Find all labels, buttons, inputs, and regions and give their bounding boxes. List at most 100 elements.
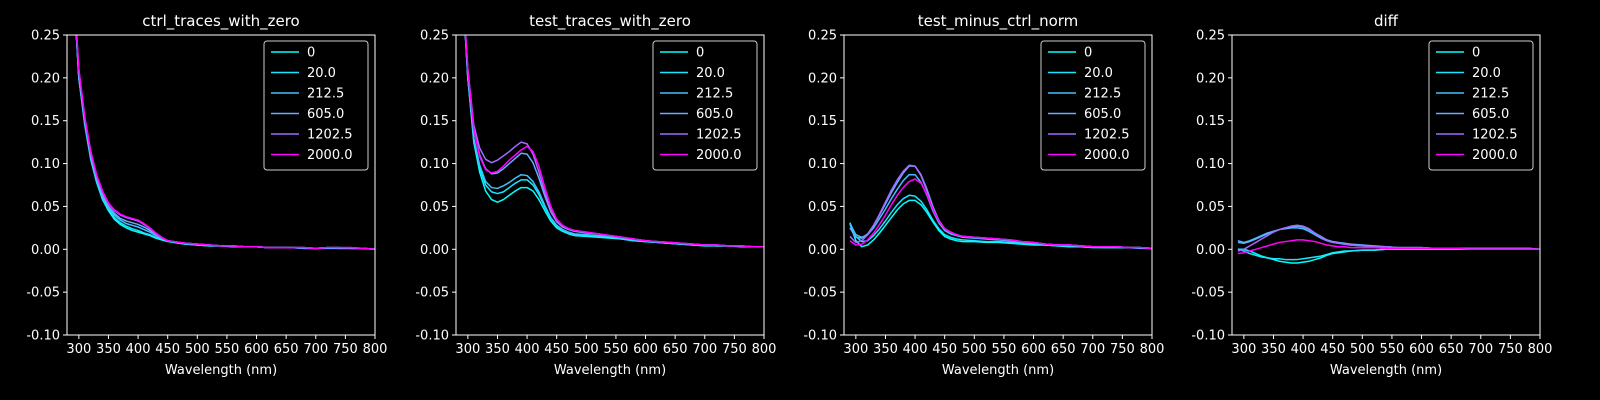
- y-tick-label: -0.10: [26, 329, 60, 344]
- legend-label: 1202.5: [307, 128, 353, 143]
- x-tick-label: 550: [992, 342, 1017, 357]
- legend-label: 0: [696, 46, 704, 61]
- series-line-1202.5: [1237, 224, 1540, 252]
- legend-label: 212.5: [696, 87, 733, 102]
- y-tick-label: 0.05: [1196, 200, 1225, 215]
- x-tick-label: 650: [663, 342, 688, 357]
- series-line-2000.0: [75, 35, 375, 251]
- plot-frame: [66, 34, 376, 336]
- series-line-212.5: [1237, 227, 1540, 251]
- legend: 0 20.0 212.5 605.0 1202.5 2000.0: [652, 40, 758, 171]
- x-tick-label: 600: [1021, 342, 1046, 357]
- x-tick-label: 350: [873, 342, 898, 357]
- plot-frame: [843, 34, 1153, 336]
- y-tick-label: 0.20: [420, 71, 449, 86]
- x-tick-label: 400: [126, 342, 151, 357]
- x-tick-label: 450: [544, 342, 569, 357]
- x-tick-label: 600: [633, 342, 658, 357]
- x-tick-label: 600: [244, 342, 269, 357]
- y-tick-label: 0.05: [808, 200, 837, 215]
- legend-label: 605.0: [696, 107, 733, 122]
- series-line-0: [1237, 248, 1540, 264]
- x-tick-label: 400: [1291, 342, 1316, 357]
- y-tick-label: 0.25: [1196, 29, 1225, 44]
- x-tick-label: 350: [1261, 342, 1286, 357]
- plot-frame: [1231, 34, 1541, 336]
- x-tick-label: 750: [333, 342, 358, 357]
- plot-frame: [455, 34, 765, 336]
- y-tick-label: 0.00: [1196, 243, 1225, 258]
- legend-label: 20.0: [1472, 66, 1501, 81]
- legend-label: 212.5: [307, 87, 344, 102]
- y-tick-label: 0.10: [1196, 157, 1225, 172]
- legend-label: 2000.0: [1472, 148, 1518, 163]
- chart-panel-2: 300 350 400 450 500 550 600 650 700 750 800 -0.10 -0…: [415, 12, 777, 378]
- x-tick-label: 700: [692, 342, 717, 357]
- legend-label: 20.0: [1084, 66, 1113, 81]
- y-tick-label: 0.00: [31, 243, 60, 258]
- x-tick-label: 750: [722, 342, 747, 357]
- x-tick-label: 400: [903, 342, 928, 357]
- x-tick-label: 500: [962, 342, 987, 357]
- x-tick-label: 700: [303, 342, 328, 357]
- series-line-2000.0: [464, 35, 764, 248]
- x-tick-label: 450: [932, 342, 957, 357]
- x-axis-label: Wavelength (nm): [942, 363, 1054, 378]
- x-tick-label: 350: [96, 342, 121, 357]
- series-line-2000.0: [1237, 239, 1540, 255]
- y-tick-label: 0.05: [31, 200, 60, 215]
- x-tick-label: 700: [1468, 342, 1493, 357]
- legend-label: 2000.0: [307, 148, 353, 163]
- x-tick-label: 800: [363, 342, 388, 357]
- legend-label: 2000.0: [1084, 148, 1130, 163]
- x-tick-label: 450: [1320, 342, 1345, 357]
- legend: 0 20.0 212.5 605.0 1202.5 2000.0: [1428, 40, 1534, 171]
- y-tick-label: -0.05: [803, 286, 837, 301]
- x-tick-label: 300: [66, 342, 91, 357]
- legend-label: 0: [1472, 46, 1480, 61]
- y-tick-label: -0.05: [26, 286, 60, 301]
- x-tick-label: 450: [155, 342, 180, 357]
- x-tick-label: 500: [1350, 342, 1375, 357]
- series-line-2000.0: [849, 178, 1152, 250]
- legend-label: 1202.5: [696, 128, 742, 143]
- x-tick-label: 400: [515, 342, 540, 357]
- y-tick-label: 0.10: [31, 157, 60, 172]
- chart-panel-3: 300 350 400 450 500 550 600 650 700 750 800 -0.10 -0…: [803, 12, 1164, 378]
- y-tick-label: -0.05: [1191, 286, 1225, 301]
- y-tick-label: 0.15: [31, 114, 60, 129]
- series-group: [849, 164, 1152, 250]
- y-tick-label: 0.05: [420, 200, 449, 215]
- series-group: [1237, 224, 1540, 264]
- series-group: [75, 35, 375, 251]
- chart-title: ctrl_traces_with_zero: [142, 12, 299, 31]
- y-tick-label: 0.25: [420, 29, 449, 44]
- chart-title: test_traces_with_zero: [529, 12, 691, 31]
- y-tick-label: 0.10: [420, 157, 449, 172]
- x-tick-label: 550: [215, 342, 240, 357]
- legend-label: 212.5: [1084, 87, 1121, 102]
- series-group: [464, 35, 764, 248]
- x-tick-label: 800: [1528, 342, 1553, 357]
- chart-panel-1: 300 350 400 450 500 550 600 650 700 750 800 -0.10 -0…: [26, 12, 388, 378]
- x-axis-label: Wavelength (nm): [165, 363, 277, 378]
- y-tick-label: 0.00: [808, 243, 837, 258]
- x-tick-label: 800: [752, 342, 777, 357]
- legend-label: 0: [307, 46, 315, 61]
- y-tick-label: 0.25: [808, 29, 837, 44]
- y-tick-label: -0.05: [415, 286, 449, 301]
- legend-label: 605.0: [307, 107, 344, 122]
- y-tick-label: 0.25: [31, 29, 60, 44]
- x-tick-label: 600: [1409, 342, 1434, 357]
- x-tick-label: 650: [274, 342, 299, 357]
- x-tick-label: 800: [1140, 342, 1165, 357]
- legend-label: 605.0: [1084, 107, 1121, 122]
- legend: 0 20.0 212.5 605.0 1202.5 2000.0: [1040, 40, 1146, 171]
- y-tick-label: -0.10: [415, 329, 449, 344]
- chart-title: test_minus_ctrl_norm: [918, 12, 1079, 31]
- x-tick-label: 500: [185, 342, 210, 357]
- x-tick-label: 750: [1498, 342, 1523, 357]
- x-tick-label: 300: [843, 342, 868, 357]
- y-tick-label: 0.00: [420, 243, 449, 258]
